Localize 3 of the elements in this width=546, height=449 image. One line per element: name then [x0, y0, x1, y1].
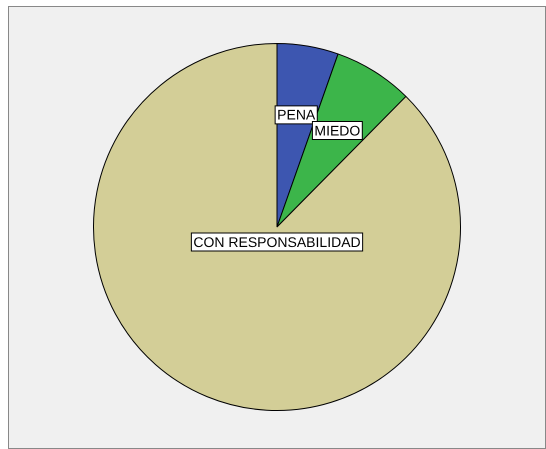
slice-label: CON RESPONSABILIDAD [193, 234, 361, 250]
slice-label: PENA [277, 106, 316, 123]
slice-label: MIEDO [314, 122, 360, 138]
